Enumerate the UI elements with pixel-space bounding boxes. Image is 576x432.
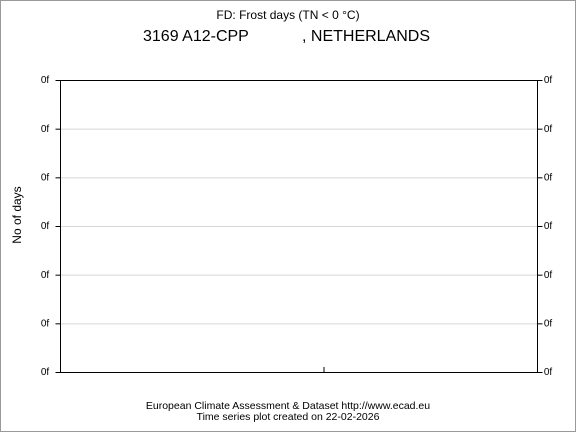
plot-area — [60, 80, 538, 373]
chart-title: FD: Frost days (TN < 0 °C) — [216, 8, 359, 22]
y-tick-label: 0f — [41, 172, 50, 183]
country: , NETHERLANDS — [302, 28, 430, 45]
y2-tick-label: 0f — [544, 270, 553, 281]
y2-tick-label: 0f — [544, 172, 553, 183]
y2-tick-label: 0f — [544, 318, 553, 329]
y-axis-label: No of days — [10, 186, 24, 243]
y-tick-label: 0f — [41, 270, 50, 281]
y2-tick-label: 0f — [544, 75, 553, 86]
y-tick-label: 0f — [41, 221, 50, 232]
y2-tick-label: 0f — [544, 221, 553, 232]
y2-tick-label: 0f — [544, 367, 553, 378]
footer: Time series plot created on 22-02-2026 — [197, 411, 380, 423]
station: 3169 A12-CPP — [143, 28, 249, 45]
y-tick-label: 0f — [41, 75, 50, 86]
y-tick-label: 0f — [41, 367, 50, 378]
y2-tick-label: 0f — [544, 124, 553, 135]
footer: European Climate Assessment & Dataset ht… — [146, 400, 430, 412]
y-tick-label: 0f — [41, 124, 50, 135]
y-tick-label: 0f — [41, 318, 50, 329]
